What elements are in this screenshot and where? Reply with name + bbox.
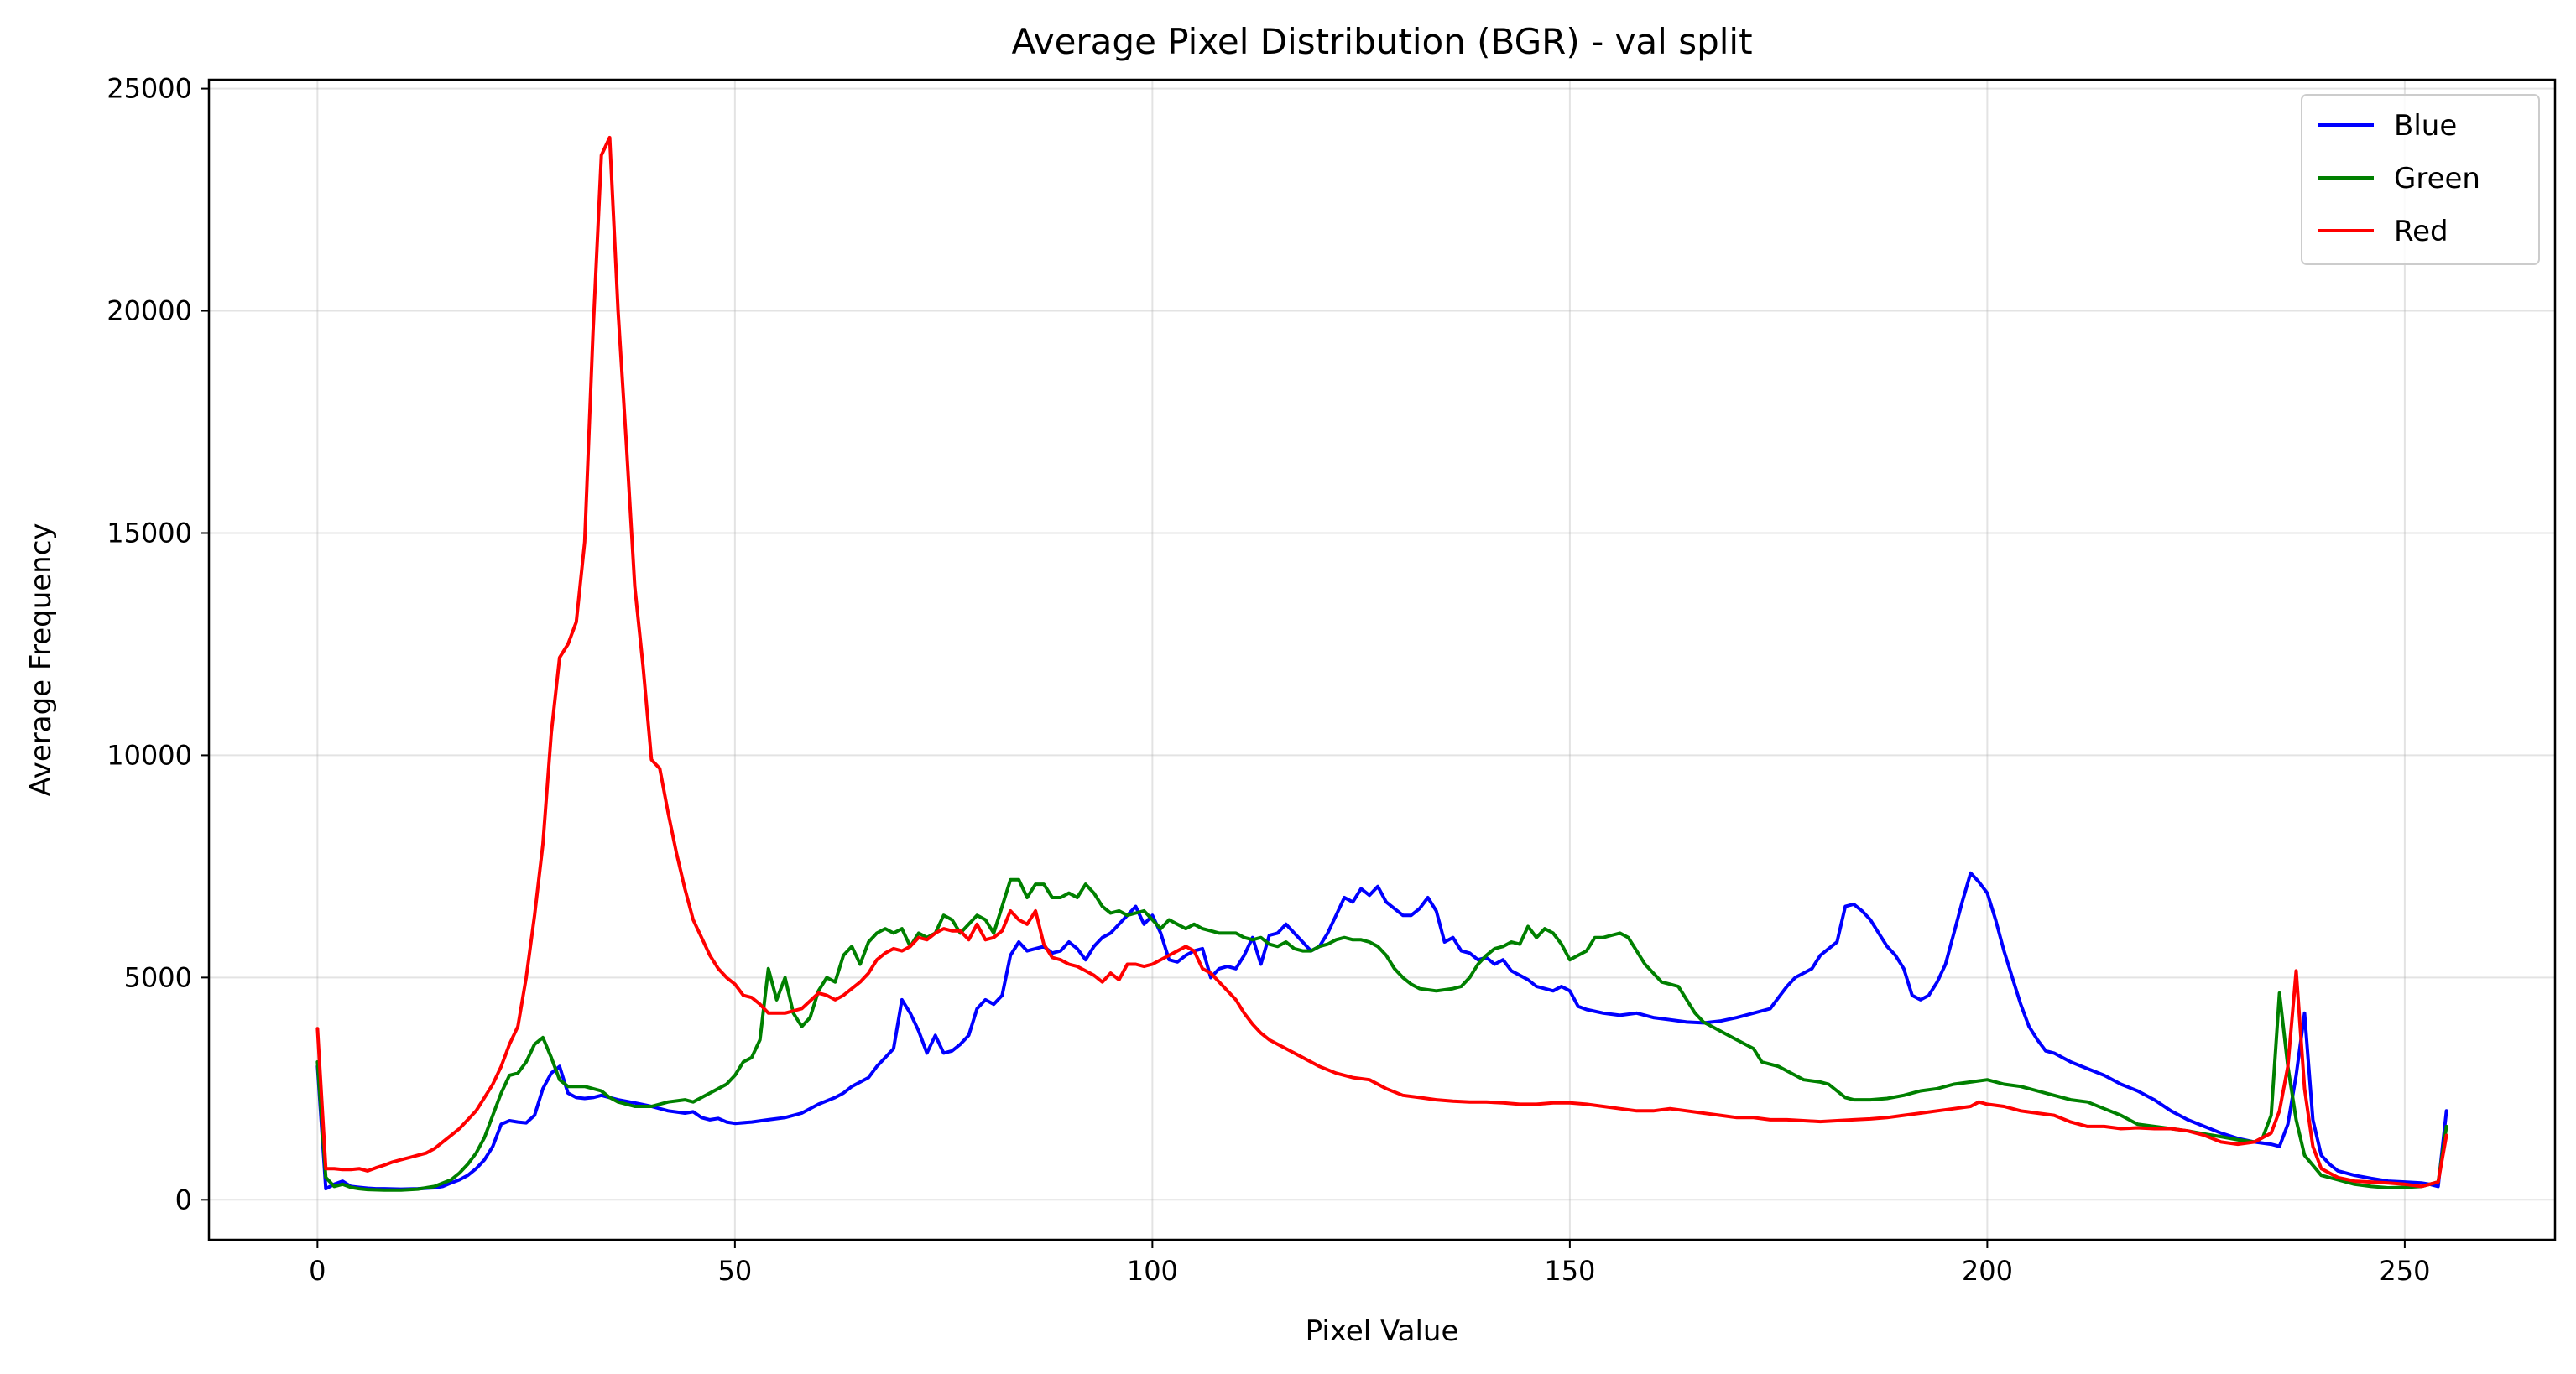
chart-title: Average Pixel Distribution (BGR) - val s… xyxy=(1011,21,1752,62)
legend-label-blue: Blue xyxy=(2394,109,2457,143)
x-tick-label: 100 xyxy=(1127,1255,1178,1287)
series-line-green xyxy=(315,877,2448,1192)
series-line-red xyxy=(315,135,2448,1189)
x-tick-label: 250 xyxy=(2379,1255,2430,1287)
axis-ticks: 0 50 100 150 200 250 0 5000 10000 15000 20000 25000 xyxy=(107,73,2430,1287)
y-tick-label: 5000 xyxy=(124,961,192,993)
y-tick-label: 20000 xyxy=(107,295,192,327)
plot-frame xyxy=(207,78,2557,1241)
x-tick-label: 200 xyxy=(1962,1255,2013,1287)
grid xyxy=(209,80,2555,1240)
legend-label-red: Red xyxy=(2394,215,2448,248)
x-tick-label: 50 xyxy=(718,1255,753,1287)
x-axis-title: Pixel Value xyxy=(1306,1314,1459,1348)
legend: Blue Green Red xyxy=(2301,94,2540,265)
x-tick-label: 0 xyxy=(309,1255,326,1287)
y-tick-label: 0 xyxy=(175,1184,192,1215)
legend-label-green: Green xyxy=(2394,162,2480,195)
series-layer xyxy=(315,135,2448,1192)
legend-box xyxy=(2301,94,2540,265)
y-tick-label: 15000 xyxy=(107,517,192,549)
y-tick-label: 25000 xyxy=(107,73,192,105)
x-tick-label: 150 xyxy=(1544,1255,1595,1287)
y-axis-title: Average Frequency xyxy=(24,523,58,796)
y-tick-label: 10000 xyxy=(107,739,192,771)
